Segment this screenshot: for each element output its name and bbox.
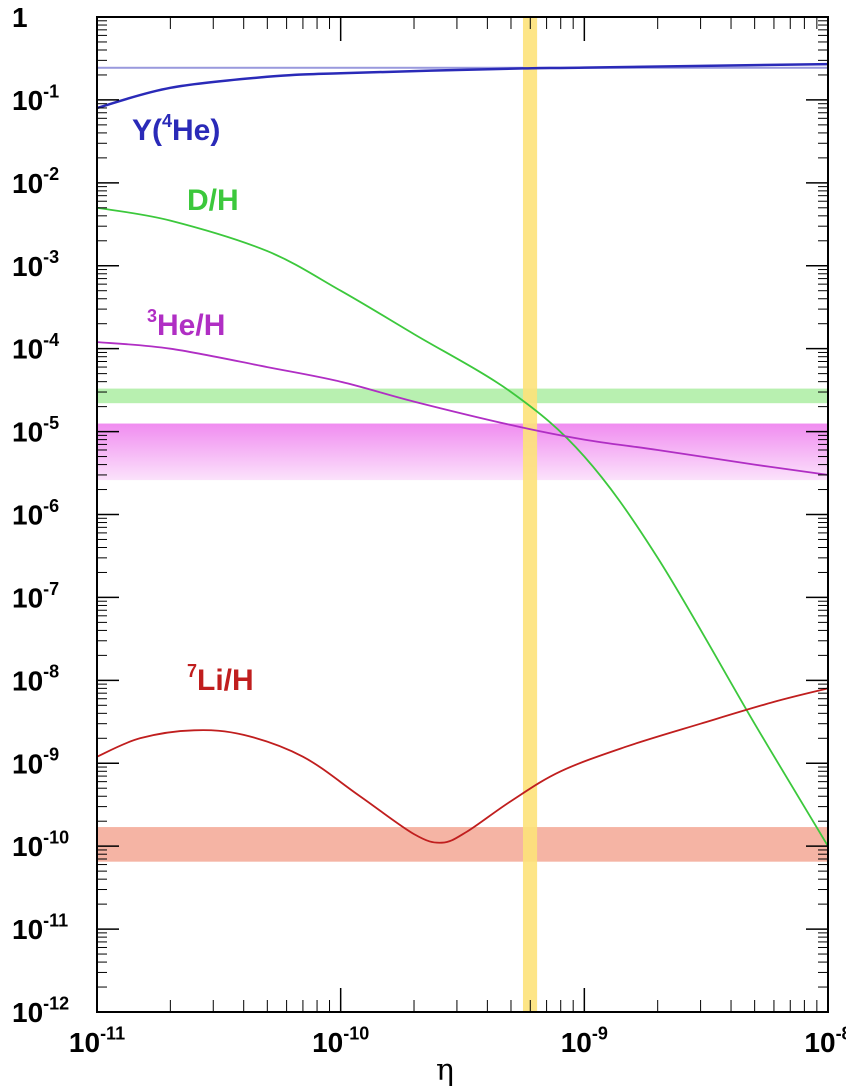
y-tick-label: 10-6	[12, 496, 59, 531]
band-li7	[97, 827, 828, 862]
x-tick-label: 10-10	[312, 1023, 369, 1058]
y-tick-label: 10-12	[12, 993, 69, 1028]
x-axis-title: η	[436, 1053, 454, 1088]
band-d	[97, 388, 828, 404]
bands-layer	[97, 17, 828, 1012]
series-line-he3	[96, 341, 829, 476]
band-he3	[97, 423, 828, 481]
y-tick-label: 1	[12, 2, 28, 33]
tick-labels-layer: 1 10-1 10-2 10-3 10-4 10-5 10-6 10-7 10-8 10-9 10-…	[12, 2, 846, 1058]
series-label-he4: Y(4He)	[132, 111, 220, 147]
y-tick-label: 10-3	[12, 247, 59, 282]
band-eta	[522, 17, 538, 1012]
y-tick-label: 10-2	[12, 164, 59, 199]
x-tick-label: 10-11	[69, 1023, 125, 1058]
series-label-d: D/H	[187, 184, 239, 217]
series-labels-layer: Y(4He) D/H 3He/H 7Li/H	[132, 111, 254, 697]
y-tick-label: 10-9	[12, 745, 59, 780]
series-line-d	[96, 206, 829, 847]
x-tick-label: 10-8	[804, 1023, 846, 1058]
series-label-he3: 3He/H	[147, 306, 225, 342]
series-lines-layer	[96, 62, 829, 847]
y-tick-label: 10-4	[12, 330, 59, 365]
series-line-li7	[96, 687, 829, 844]
x-tick-label: 10-9	[561, 1023, 608, 1058]
series-label-li7: 7Li/H	[187, 661, 254, 697]
y-tick-label: 10-8	[12, 662, 59, 697]
y-tick-label: 10-1	[12, 81, 59, 116]
y-tick-label: 10-10	[12, 828, 69, 863]
y-tick-label: 10-5	[12, 413, 59, 448]
y-tick-label: 10-11	[12, 910, 68, 945]
y-tick-label: 10-7	[12, 579, 59, 614]
series-line-he4	[96, 62, 829, 110]
band-he4	[97, 66, 828, 69]
ticks-layer	[96, 16, 829, 1013]
